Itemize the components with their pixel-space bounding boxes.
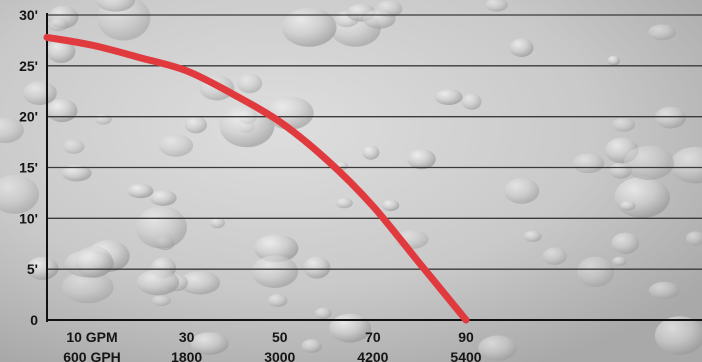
water-droplet bbox=[210, 217, 225, 229]
x-tick-label-gph: 4200 bbox=[357, 349, 388, 362]
x-tick-label-gph: 600 GPH bbox=[63, 349, 121, 362]
water-droplet bbox=[648, 24, 676, 41]
water-droplet bbox=[95, 0, 136, 12]
water-droplet bbox=[0, 117, 24, 144]
water-droplet bbox=[509, 38, 534, 57]
x-tick-label-gpm: 70 bbox=[365, 329, 381, 345]
water-droplet bbox=[577, 256, 614, 288]
water-droplet bbox=[46, 39, 76, 63]
x-tick-label-gph: 1800 bbox=[171, 349, 202, 362]
water-droplet bbox=[670, 146, 702, 184]
water-droplet bbox=[251, 255, 298, 288]
water-droplet bbox=[504, 178, 540, 204]
pump-curve-line bbox=[43, 33, 470, 324]
water-droplet bbox=[607, 55, 620, 66]
water-droplet bbox=[150, 190, 177, 206]
water-droplet bbox=[523, 230, 542, 242]
water-droplet bbox=[303, 256, 331, 279]
gridlines bbox=[47, 14, 702, 270]
y-axis-ticks: 0 5' 10' 15' 20' 25' 30' bbox=[19, 7, 38, 328]
y-tick-label: 10' bbox=[19, 210, 38, 226]
x-tick-label-gpm: 50 bbox=[272, 329, 288, 345]
water-droplet bbox=[190, 332, 229, 355]
water-droplet bbox=[219, 103, 275, 148]
water-droplet bbox=[314, 307, 332, 320]
water-droplet bbox=[75, 246, 113, 278]
y-tick-label: 30' bbox=[19, 7, 38, 23]
water-droplet bbox=[624, 145, 674, 180]
water-droplet bbox=[0, 174, 39, 214]
water-droplet bbox=[654, 316, 702, 355]
water-droplet bbox=[281, 7, 337, 47]
water-droplet bbox=[135, 206, 187, 249]
y-tick-label: 5' bbox=[27, 261, 38, 277]
water-droplet bbox=[127, 183, 154, 199]
y-tick-label: 0 bbox=[30, 312, 38, 328]
x-tick-label-gph: 5400 bbox=[450, 349, 481, 362]
water-droplet bbox=[685, 231, 702, 246]
water-droplet bbox=[485, 0, 508, 12]
water-droplet bbox=[23, 81, 57, 105]
water-droplet bbox=[158, 134, 194, 157]
water-droplet bbox=[612, 256, 627, 266]
water-droplet bbox=[462, 93, 482, 110]
water-droplet bbox=[94, 113, 112, 125]
axes bbox=[46, 13, 702, 322]
water-droplet bbox=[654, 106, 687, 129]
water-droplet bbox=[362, 145, 380, 160]
water-droplet bbox=[611, 232, 640, 254]
water-droplet bbox=[335, 197, 353, 209]
x-axis-ticks: 10 GPM 600 GPH 30 1800 50 3000 70 4200 90 5400 bbox=[63, 329, 482, 362]
water-droplet bbox=[612, 117, 636, 132]
water-droplet bbox=[179, 271, 221, 295]
x-tick-label-gpm: 10 GPM bbox=[66, 329, 117, 345]
water-droplet bbox=[478, 335, 518, 361]
x-tick-label-gpm: 90 bbox=[458, 329, 474, 345]
water-droplet bbox=[151, 295, 171, 307]
water-droplet bbox=[254, 234, 299, 263]
water-droplet bbox=[267, 294, 288, 307]
water-droplet bbox=[649, 281, 680, 300]
water-droplet bbox=[46, 98, 78, 123]
water-droplet bbox=[572, 153, 605, 174]
water-droplet bbox=[237, 73, 263, 94]
water-droplet bbox=[614, 176, 670, 218]
water-droplet bbox=[62, 270, 114, 304]
water-droplet bbox=[363, 9, 396, 29]
series bbox=[43, 33, 470, 324]
x-tick-label-gpm: 30 bbox=[179, 329, 195, 345]
water-droplet bbox=[136, 269, 180, 296]
y-tick-label: 25' bbox=[19, 58, 38, 74]
water-droplet bbox=[26, 256, 59, 280]
water-droplet bbox=[62, 139, 85, 154]
water-droplet bbox=[542, 247, 567, 265]
water-droplet bbox=[184, 116, 207, 134]
water-droplet bbox=[407, 148, 436, 170]
water-droplet bbox=[301, 339, 322, 353]
y-tick-label: 15' bbox=[19, 160, 38, 176]
water-droplet bbox=[619, 201, 636, 211]
water-droplet bbox=[381, 199, 400, 212]
water-droplet bbox=[61, 164, 92, 182]
x-tick-label-gph: 3000 bbox=[264, 349, 295, 362]
water-droplet bbox=[434, 89, 463, 105]
water-droplet bbox=[48, 18, 69, 32]
y-tick-label: 20' bbox=[19, 109, 38, 125]
